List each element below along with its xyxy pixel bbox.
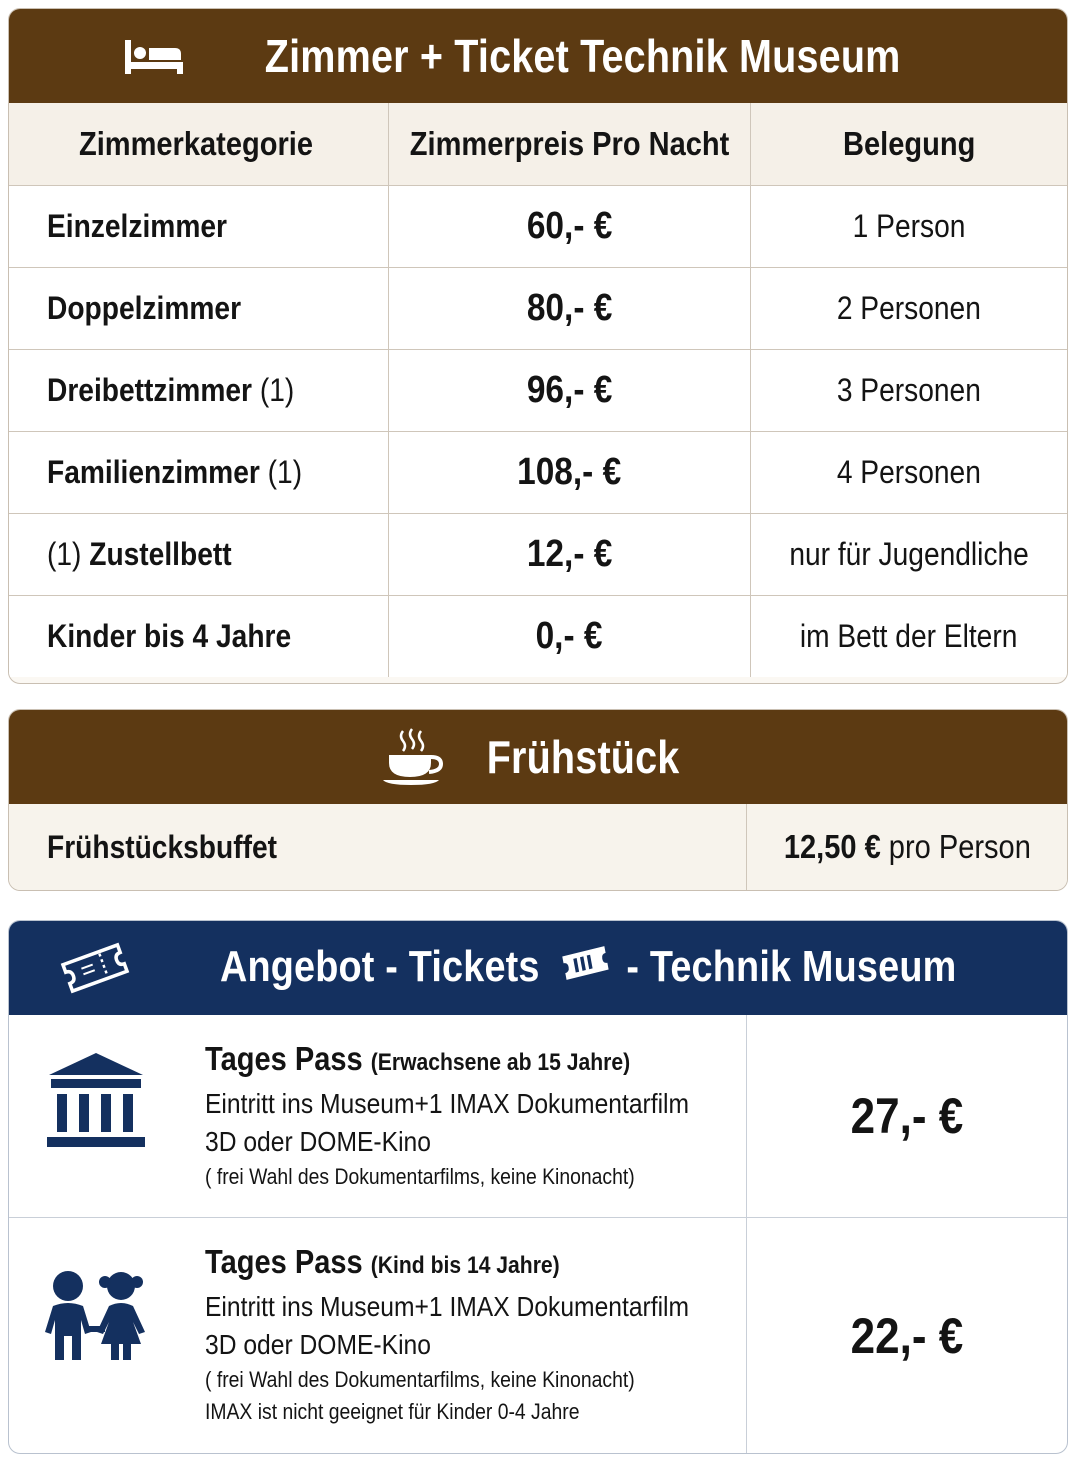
offer-price: 27,- € bbox=[850, 1088, 964, 1144]
offer-line2: 3D oder DOME-Kino bbox=[205, 1126, 431, 1157]
ticket-small-icon bbox=[560, 943, 610, 994]
offer-note1: ( frei Wahl des Dokumentarfilms, keine K… bbox=[205, 1164, 635, 1189]
rooms-header-band: Zimmer + Ticket Technik Museum bbox=[9, 9, 1067, 103]
breakfast-unit: pro Person bbox=[880, 828, 1031, 865]
ticket-icon bbox=[60, 940, 130, 996]
table-row: (1) Zustellbett bbox=[9, 513, 389, 595]
room-occupancy: 2 Personen bbox=[836, 290, 982, 326]
tickets-title-part2: - Technik Museum bbox=[626, 941, 957, 991]
breakfast-row: Frühstücksbuffet 12,50 € pro Person bbox=[9, 804, 1067, 890]
breakfast-card: Frühstück Frühstücksbuffet 12,50 € pro P… bbox=[8, 709, 1068, 891]
children-icon bbox=[41, 1268, 151, 1373]
room-price: 0,- € bbox=[536, 615, 603, 657]
breakfast-header-band: Frühstück bbox=[9, 710, 1067, 804]
table-row: Doppelzimmer bbox=[9, 267, 389, 349]
column-header-price: Zimmerpreis Pro Nacht bbox=[409, 125, 730, 162]
room-occupancy: im Bett der Eltern bbox=[800, 618, 1018, 654]
offer-price: 22,- € bbox=[850, 1308, 964, 1364]
room-name: Familienzimmer bbox=[47, 454, 260, 490]
room-price: 80,- € bbox=[526, 287, 613, 329]
room-occupancy: 3 Personen bbox=[836, 372, 982, 408]
tickets-list: Tages Pass (Erwachsene ab 15 Jahre) Eint… bbox=[9, 1015, 1067, 1453]
table-row: Familienzimmer (1) bbox=[9, 431, 389, 513]
room-name: Kinder bis 4 Jahre bbox=[47, 618, 292, 654]
room-occupancy: nur für Jugendliche bbox=[789, 536, 1029, 572]
offer-note2: IMAX ist nicht geeignet für Kinder 0-4 J… bbox=[205, 1399, 580, 1424]
offer-line1: Eintritt ins Museum+1 IMAX Dokumentarfil… bbox=[205, 1088, 690, 1119]
column-header-occupancy: Belegung bbox=[842, 125, 976, 162]
tickets-title-part1: Angebot - Tickets bbox=[219, 941, 540, 991]
table-row: Kinder bis 4 Jahre bbox=[9, 595, 389, 677]
rooms-card: Zimmer + Ticket Technik Museum Zimmerkat… bbox=[8, 8, 1068, 684]
offer-audience: (Kind bis 14 Jahre) bbox=[370, 1252, 560, 1279]
offer-name: Tages Pass bbox=[205, 1040, 363, 1077]
room-occupancy: 4 Personen bbox=[836, 454, 982, 490]
coffee-cup-icon bbox=[381, 727, 445, 787]
room-price: 12,- € bbox=[526, 533, 613, 575]
column-header-category: Zimmerkategorie bbox=[78, 125, 313, 162]
room-name: Zustellbett bbox=[89, 536, 232, 572]
rooms-table-body: Einzelzimmer 60,- € 1 Person Doppelzimme… bbox=[9, 185, 1067, 677]
room-price: 60,- € bbox=[526, 205, 613, 247]
list-item: Tages Pass (Erwachsene ab 15 Jahre) Eint… bbox=[9, 1015, 1067, 1217]
rooms-title: Zimmer + Ticket Technik Museum bbox=[265, 30, 901, 82]
offer-note1: ( frei Wahl des Dokumentarfilms, keine K… bbox=[205, 1367, 635, 1392]
list-item: Tages Pass (Kind bis 14 Jahre) Eintritt … bbox=[9, 1217, 1067, 1453]
room-occupancy: 1 Person bbox=[852, 208, 966, 244]
bed-icon bbox=[123, 36, 185, 76]
breakfast-price: 12,50 € bbox=[783, 828, 881, 865]
room-name: Doppelzimmer bbox=[47, 290, 242, 326]
museum-building-icon bbox=[45, 1051, 147, 1156]
breakfast-title: Frühstück bbox=[486, 731, 680, 783]
room-price: 108,- € bbox=[517, 451, 622, 493]
table-row: Dreibettzimmer (1) bbox=[9, 349, 389, 431]
tickets-card: Angebot - Tickets - Technik Museum bbox=[8, 920, 1068, 1454]
offer-audience: (Erwachsene ab 15 Jahre) bbox=[370, 1049, 631, 1076]
offer-name: Tages Pass bbox=[205, 1243, 363, 1280]
room-price: 96,- € bbox=[526, 369, 613, 411]
offer-line1: Eintritt ins Museum+1 IMAX Dokumentarfil… bbox=[205, 1291, 690, 1322]
breakfast-item: Frühstücksbuffet bbox=[47, 828, 277, 865]
room-name: Dreibettzimmer bbox=[47, 372, 252, 408]
table-row: Einzelzimmer bbox=[9, 185, 389, 267]
tickets-header-band: Angebot - Tickets - Technik Museum bbox=[9, 921, 1067, 1015]
room-name: Einzelzimmer bbox=[47, 208, 227, 244]
rooms-table-header: Zimmerkategorie Zimmerpreis Pro Nacht Be… bbox=[9, 103, 1067, 185]
offer-line2: 3D oder DOME-Kino bbox=[205, 1329, 431, 1360]
